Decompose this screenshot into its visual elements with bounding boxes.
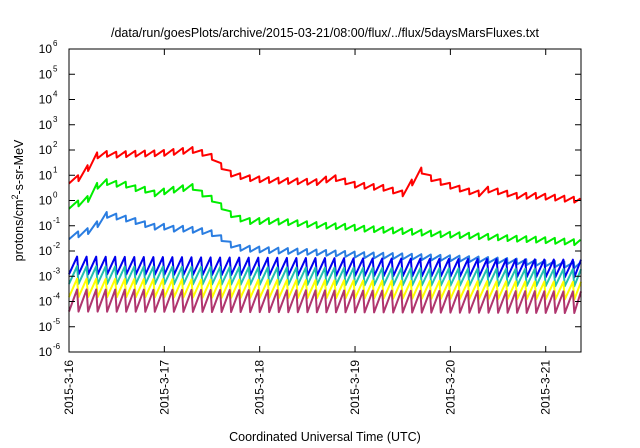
y-tick-exponent: -4 xyxy=(53,292,61,301)
x-tick-label: 2015-3-20 xyxy=(443,360,457,415)
x-tick-label: 2015-3-21 xyxy=(539,360,553,415)
y-tick-exponent: 2 xyxy=(53,140,58,149)
chart-title: /data/run/goesPlots/archive/2015-03-21/0… xyxy=(111,26,540,40)
y-tick-base: 10 xyxy=(39,345,53,359)
y-tick-label: 10 xyxy=(39,244,53,258)
y-axis-label: protons/cm2-s-sr-MeV xyxy=(10,139,26,261)
y-axis: 10 -610 -510 -410 -310 -210 -110 010 110 210 310 41… xyxy=(39,39,581,359)
y-tick-base: 10 xyxy=(39,295,53,309)
y-tick-label: 10 xyxy=(39,168,53,182)
y-tick-base: 10 xyxy=(39,42,53,56)
y-tick-label: 10 xyxy=(39,93,53,107)
y-tick-label: 10 xyxy=(39,295,53,309)
y-tick-base: 10 xyxy=(39,320,53,334)
y-tick-base: 10 xyxy=(39,118,53,132)
series-line xyxy=(68,211,582,269)
y-tick-exponent: 4 xyxy=(53,90,58,99)
y-tick-exponent: 1 xyxy=(53,165,58,174)
y-tick-base: 10 xyxy=(39,269,53,283)
x-tick-label: 2015-3-17 xyxy=(157,360,171,415)
y-tick-label: 10 xyxy=(39,42,53,56)
y-tick-base: 10 xyxy=(39,67,53,81)
x-axis-label: Coordinated Universal Time (UTC) xyxy=(229,430,421,444)
y-tick-base: 10 xyxy=(39,219,53,233)
y-axis-label-superscript: 2 xyxy=(10,195,20,200)
y-tick-label: 10 xyxy=(39,345,53,359)
y-tick-label: 10 xyxy=(39,269,53,283)
x-tick-label: 2015-3-16 xyxy=(62,360,76,415)
y-axis-label-part-1: protons/cm xyxy=(12,200,26,262)
y-tick-exponent: 5 xyxy=(53,64,58,73)
y-tick-exponent: -3 xyxy=(53,266,61,275)
y-tick-base: 10 xyxy=(39,143,53,157)
y-tick-base: 10 xyxy=(39,194,53,208)
x-tick-label: 2015-3-19 xyxy=(348,360,362,415)
y-tick-exponent: 0 xyxy=(53,191,58,200)
y-tick-exponent: -1 xyxy=(53,216,61,225)
y-tick-label: 10 xyxy=(39,194,53,208)
x-axis: 2015-3-16 2015-3-17 2015-3-18 2015-3-19 2015… xyxy=(62,49,553,415)
y-tick-label: 10 xyxy=(39,118,53,132)
series-line xyxy=(68,178,582,247)
y-tick-exponent: -5 xyxy=(53,317,61,326)
y-tick-exponent: -2 xyxy=(53,241,61,250)
series-line xyxy=(68,288,582,314)
y-tick-label: 10 xyxy=(39,320,53,334)
y-tick-label: 10 xyxy=(39,67,53,81)
series-line xyxy=(68,146,582,204)
y-tick-exponent: -6 xyxy=(53,342,61,351)
x-tick-label: 2015-3-18 xyxy=(253,360,267,415)
y-tick-exponent: 6 xyxy=(53,39,58,48)
y-tick-label: 10 xyxy=(39,219,53,233)
y-tick-base: 10 xyxy=(39,244,53,258)
y-tick-exponent: 3 xyxy=(53,115,58,124)
y-tick-base: 10 xyxy=(39,93,53,107)
y-tick-label: 10 xyxy=(39,143,53,157)
y-axis-label-part-2: -s-sr-MeV xyxy=(12,139,26,195)
y-tick-base: 10 xyxy=(39,168,53,182)
series-layer xyxy=(68,146,582,314)
